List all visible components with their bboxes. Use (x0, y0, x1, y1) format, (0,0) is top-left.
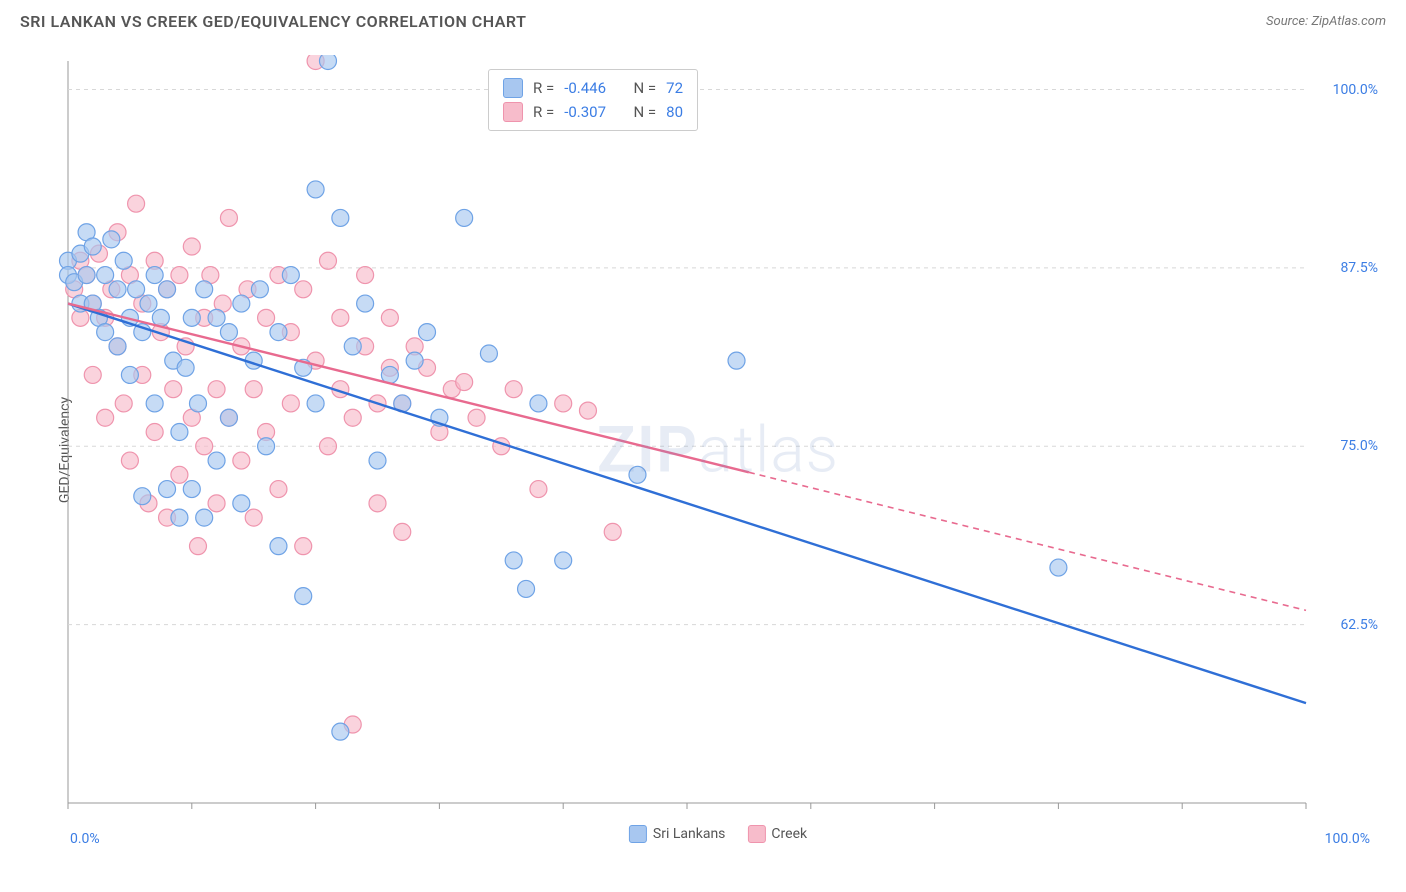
legend-label: Creek (771, 826, 807, 842)
swatch-icon (629, 825, 647, 843)
x-axis-end-label: 100.0% (1325, 831, 1370, 847)
legend-n-label: N = (633, 100, 656, 124)
legend-row-sri-lankans: R = -0.446 N = 72 (503, 76, 683, 100)
series-legend: Sri Lankans Creek (629, 825, 807, 843)
swatch-icon (503, 102, 523, 122)
y-tick-label: 100.0% (1329, 82, 1378, 98)
legend-label: Sri Lankans (653, 826, 726, 842)
legend-r-label: R = (533, 100, 554, 124)
y-tick-label: 62.5% (1336, 617, 1378, 633)
header: SRI LANKAN VS CREEK GED/EQUIVALENCY CORR… (0, 0, 1406, 39)
swatch-icon (747, 825, 765, 843)
legend-n-value: 80 (666, 100, 683, 124)
plot-svg (58, 55, 1378, 845)
chart-container: SRI LANKAN VS CREEK GED/EQUIVALENCY CORR… (0, 0, 1406, 892)
y-tick-label: 87.5% (1336, 260, 1378, 276)
source-prefix: Source: (1266, 14, 1311, 29)
correlation-legend: R = -0.446 N = 72 R = -0.307 N = 80 (488, 69, 698, 131)
legend-item-creek: Creek (747, 825, 807, 843)
swatch-icon (503, 78, 523, 98)
source-attribution: Source: ZipAtlas.com (1266, 14, 1386, 29)
plot-region: R = -0.446 N = 72 R = -0.307 N = 80 (58, 55, 1378, 845)
legend-item-sri-lankans: Sri Lankans (629, 825, 726, 843)
legend-n-label: N = (633, 76, 656, 100)
source-link[interactable]: ZipAtlas.com (1311, 14, 1386, 29)
chart-area: GED/Equivalency R = -0.446 N = 72 R = -0… (40, 45, 1386, 855)
x-axis-origin-label: 0.0% (70, 831, 100, 847)
legend-n-value: 72 (666, 76, 683, 100)
legend-r-label: R = (533, 76, 554, 100)
legend-r-value: -0.307 (564, 100, 606, 124)
legend-row-creek: R = -0.307 N = 80 (503, 100, 683, 124)
y-tick-label: 75.0% (1336, 438, 1378, 454)
chart-title: SRI LANKAN VS CREEK GED/EQUIVALENCY CORR… (20, 12, 526, 31)
legend-r-value: -0.446 (564, 76, 606, 100)
